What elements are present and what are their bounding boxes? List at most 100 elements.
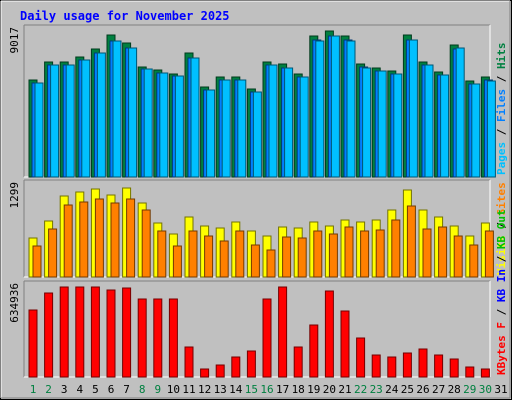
panels-group: 9017 Pages / Files / Hits 1299 Visits / Sit… xyxy=(8,24,508,378)
legend-part-2: Sites xyxy=(495,182,508,215)
x-tick-label-30: 30 xyxy=(479,383,492,396)
x-tick-label-29: 29 xyxy=(463,383,476,396)
bar-pages-6 xyxy=(112,40,122,178)
bar-kbytes-f-20 xyxy=(324,290,334,378)
x-tick-label-4: 4 xyxy=(76,383,83,396)
chart-title: Daily usage for November 2025 xyxy=(20,9,230,23)
legend-part-4: KB Out xyxy=(495,209,508,249)
bar-kbytes-f-3 xyxy=(59,286,69,378)
x-tick-label-5: 5 xyxy=(92,383,99,396)
panel-hits-files-pages: 9017 Pages / Files / Hits xyxy=(8,24,508,178)
bar-pages-28 xyxy=(455,47,465,178)
legend-part-3: / xyxy=(495,249,508,269)
x-tick-label-11: 11 xyxy=(182,383,195,396)
bar-kbytes-f-12 xyxy=(200,368,210,378)
bar-pages-2 xyxy=(50,64,60,178)
bar-kbytes-f-5 xyxy=(90,286,100,378)
x-tick-label-12: 12 xyxy=(198,383,211,396)
bar-pages-13 xyxy=(221,79,231,178)
bar-pages-23 xyxy=(377,70,387,178)
bar-kbytes-f-11 xyxy=(184,346,194,378)
bar-kbytes-f-7 xyxy=(122,287,132,378)
x-tick-label-14: 14 xyxy=(229,383,243,396)
bar-sites-30 xyxy=(484,230,494,278)
legend-part-1: / xyxy=(495,302,508,322)
x-tick-label-9: 9 xyxy=(154,383,161,396)
x-tick-label-2: 2 xyxy=(45,383,52,396)
bar-pages-22 xyxy=(362,67,372,178)
legend-part-2: KB In xyxy=(495,269,508,302)
bar-kbytes-f-25 xyxy=(402,352,412,378)
bar-pages-16 xyxy=(268,64,278,178)
bar-sites-26 xyxy=(422,228,432,278)
bar-kbytes-f-6 xyxy=(106,289,116,378)
bar-sites-6 xyxy=(110,202,120,278)
bar-sites-9 xyxy=(157,230,167,278)
bar-kbytes-f-24 xyxy=(387,356,397,378)
bar-sites-24 xyxy=(391,219,401,278)
panel-max-label: 1299 xyxy=(8,182,21,209)
bar-pages-9 xyxy=(159,72,169,178)
bar-sites-22 xyxy=(360,230,370,278)
bar-sites-11 xyxy=(188,230,198,278)
x-tick-label-8: 8 xyxy=(139,383,146,396)
panel-visits-sites: 1299 Visits / Sites xyxy=(8,179,508,278)
bar-pages-8 xyxy=(143,68,153,178)
x-tick-label-3: 3 xyxy=(61,383,68,396)
bar-kbytes-f-15 xyxy=(246,350,256,378)
bar-kbytes-f-27 xyxy=(434,354,444,378)
bar-kbytes-f-1 xyxy=(28,309,38,378)
x-tick-label-17: 17 xyxy=(276,383,289,396)
bar-pages-5 xyxy=(96,52,106,178)
bar-pages-14 xyxy=(237,79,247,178)
bar-sites-1 xyxy=(32,245,42,278)
bar-pages-30 xyxy=(486,80,496,178)
bar-sites-27 xyxy=(438,226,448,278)
bar-sites-7 xyxy=(126,198,136,278)
bar-pages-15 xyxy=(252,91,262,178)
bar-sites-15 xyxy=(250,244,260,278)
legend-part-0: KBytes F xyxy=(495,322,508,375)
bar-sites-12 xyxy=(204,235,214,278)
bar-kbytes-f-17 xyxy=(278,286,288,378)
bar-sites-3 xyxy=(63,204,73,278)
x-tick-label-21: 21 xyxy=(338,383,351,396)
bar-pages-3 xyxy=(65,64,75,178)
bar-pages-27 xyxy=(440,74,450,178)
bar-pages-7 xyxy=(128,47,138,178)
bar-pages-20 xyxy=(330,35,340,178)
panel-kbytes: 634936 KBytes F / KB In / KB Out xyxy=(8,209,508,378)
x-tick-label-18: 18 xyxy=(292,383,305,396)
x-tick-label-24: 24 xyxy=(385,383,399,396)
legend-part-2: Files xyxy=(495,89,508,122)
bar-pages-18 xyxy=(299,76,309,178)
bar-pages-11 xyxy=(190,57,200,178)
x-tick-label-22: 22 xyxy=(354,383,367,396)
bar-sites-18 xyxy=(297,237,307,278)
x-tick-label-31: 31 xyxy=(494,383,507,396)
bar-sites-16 xyxy=(266,249,276,278)
x-tick-label-6: 6 xyxy=(108,383,115,396)
x-tick-label-27: 27 xyxy=(432,383,445,396)
x-tick-label-10: 10 xyxy=(167,383,180,396)
x-tick-label-28: 28 xyxy=(448,383,461,396)
bar-pages-25 xyxy=(408,39,418,178)
bar-pages-29 xyxy=(471,83,481,178)
legend-part-3: / xyxy=(495,69,508,89)
bar-kbytes-f-23 xyxy=(371,354,381,378)
bar-kbytes-f-28 xyxy=(449,358,459,378)
bar-pages-12 xyxy=(206,89,216,178)
bar-pages-10 xyxy=(174,75,184,178)
bar-kbytes-f-4 xyxy=(75,286,85,378)
x-tick-label-13: 13 xyxy=(214,383,227,396)
bar-kbytes-f-13 xyxy=(215,364,225,378)
bar-sites-2 xyxy=(48,228,58,278)
panel-legend: Visits / Sites xyxy=(495,182,508,275)
legend-part-1: / xyxy=(495,215,508,235)
bar-kbytes-f-21 xyxy=(340,310,350,378)
bar-pages-19 xyxy=(315,40,325,178)
bar-sites-13 xyxy=(219,240,229,278)
bar-sites-17 xyxy=(282,236,292,278)
